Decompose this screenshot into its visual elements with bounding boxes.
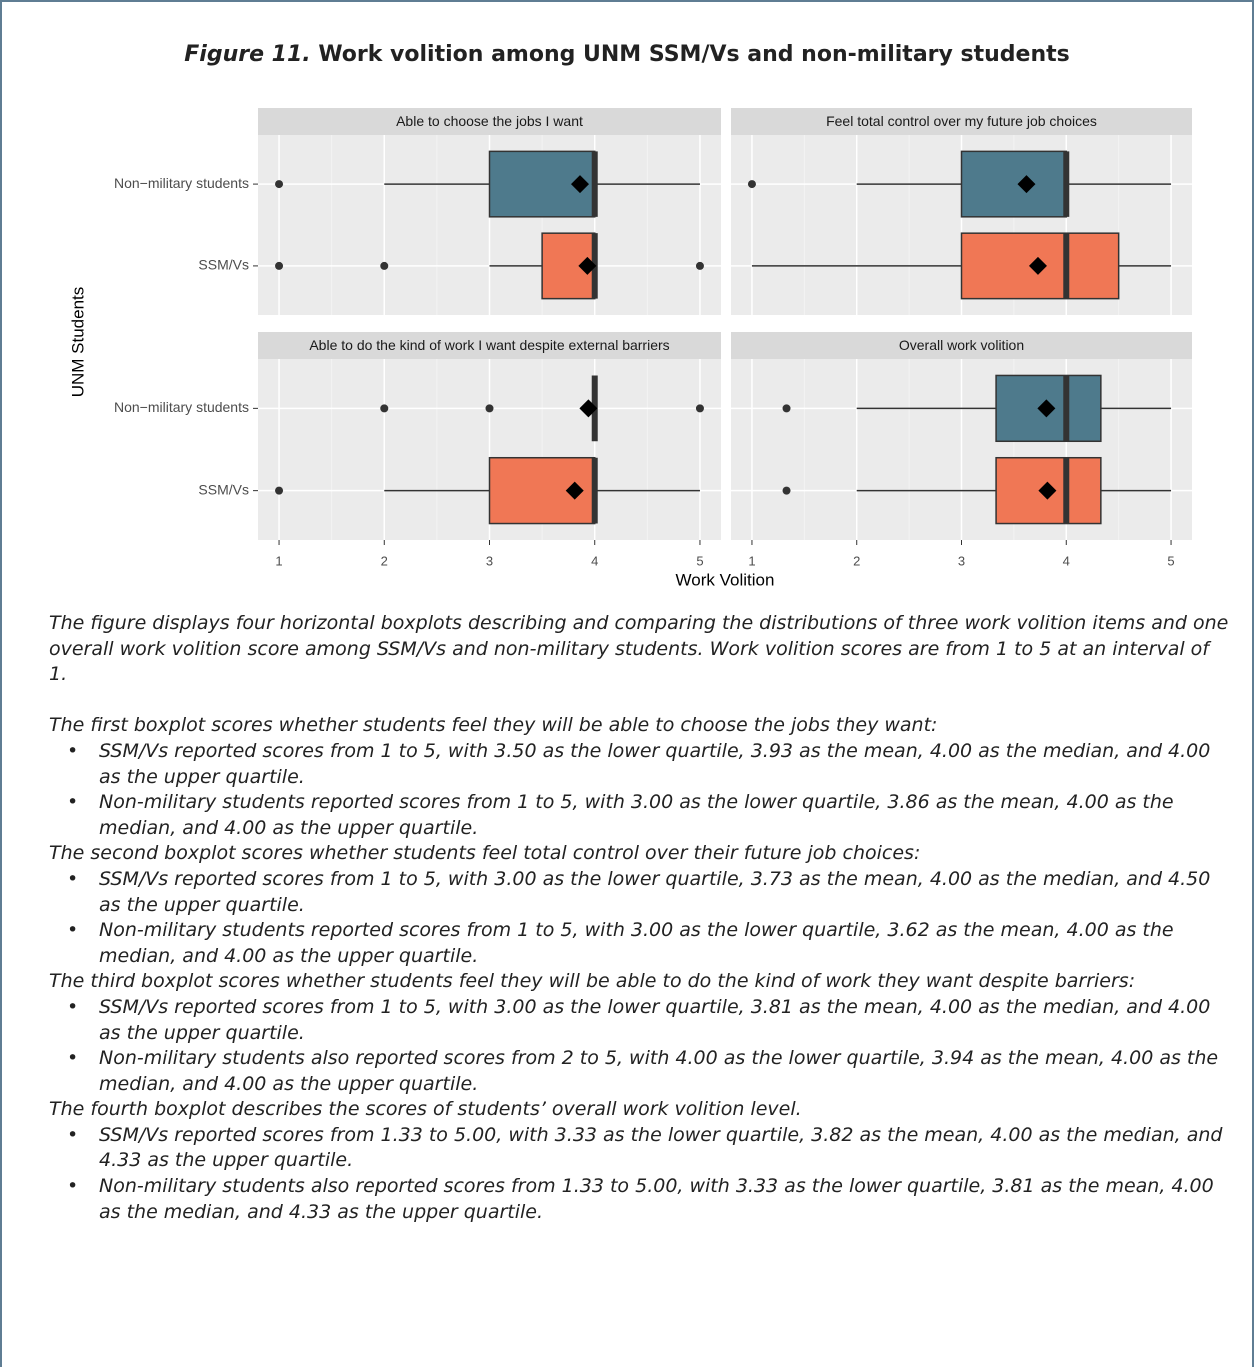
bullet-text: Non-military students also reported scor… — [99, 1175, 1214, 1223]
y-tick-label: SSM/Vs — [198, 257, 249, 273]
bullet-text: SSM/Vs reported scores from 1 to 5, with… — [99, 995, 1211, 1044]
x-tick-label: 1 — [275, 553, 282, 568]
outlier — [782, 486, 791, 495]
bullet-symbol: • — [67, 1123, 79, 1146]
bullet-text: SSM/Vs reported scores from 1.33 to 5.00… — [99, 1123, 1223, 1172]
facet-title: Overall work volition — [899, 337, 1024, 353]
outlier — [695, 404, 704, 413]
bullet-item: • SSM/Vs reported scores from 1.33 to 5.0… — [49, 1123, 1229, 1174]
x-tick-label: 5 — [1167, 553, 1174, 568]
facet-title: Feel total control over my future job ch… — [826, 113, 1097, 129]
x-tick-label: 1 — [748, 553, 755, 568]
box — [960, 150, 1068, 218]
outlier — [747, 180, 756, 189]
bullet-symbol: • — [67, 867, 79, 890]
bullet-symbol: • — [67, 1175, 79, 1198]
bullet-symbol: • — [67, 919, 79, 942]
y-axis-label: UNM Students — [68, 287, 87, 398]
bullet-list: • SSM/Vs reported scores from 1 to 5, wit… — [49, 995, 1229, 1097]
bullet-item: • Non-military students also reported sco… — [49, 1046, 1229, 1097]
description-paragraph: The figure displays four horizontal boxp… — [49, 612, 1229, 686]
x-tick-label: 3 — [486, 553, 493, 568]
outlier — [380, 261, 389, 270]
x-tick-label: 2 — [853, 553, 860, 568]
description: The figure displays four horizontal boxp… — [49, 611, 1229, 1225]
mean-marker — [1017, 175, 1036, 194]
bullet-symbol: • — [67, 791, 79, 814]
section-heading: The second boxplot scores whether studen… — [49, 842, 921, 865]
facet-title: Able to do the kind of work I want despi… — [309, 337, 669, 353]
facet-strip — [731, 332, 1192, 359]
bullet-text: Non-military students reported scores fr… — [99, 791, 1174, 839]
outlier — [275, 261, 284, 270]
outlier — [695, 261, 704, 270]
mean-marker — [578, 256, 597, 275]
bullet-item: • Non-military students reported scores f… — [49, 790, 1229, 841]
facet-strip — [258, 108, 721, 135]
bullet-text: SSM/Vs reported scores from 1 to 5, with… — [99, 739, 1211, 788]
y-tick-label: Non−military students — [114, 399, 249, 415]
y-tick-label: Non−military students — [114, 175, 249, 191]
x-tick-label: 5 — [696, 553, 703, 568]
facet-strip — [258, 332, 721, 359]
outlier — [485, 404, 494, 413]
bullet-list: • SSM/Vs reported scores from 1 to 5, wit… — [49, 867, 1229, 969]
x-tick-label: 2 — [381, 553, 388, 568]
figure-title: Figure 11. Work volition among UNM SSM/V… — [2, 42, 1252, 67]
figure-title-text: Work volition among UNM SSM/Vs and non-m… — [318, 42, 1070, 67]
x-tick-label: 4 — [1063, 553, 1070, 568]
section-heading: The third boxplot scores whether student… — [49, 970, 1136, 993]
outlier — [275, 180, 284, 189]
outlier — [380, 404, 389, 413]
x-axis-label: Work Volition — [676, 570, 775, 589]
x-tick-label: 3 — [958, 553, 965, 568]
section-heading: The fourth boxplot describes the scores … — [49, 1098, 802, 1121]
bullet-text: Non-military students reported scores fr… — [99, 919, 1174, 967]
mean-marker — [1037, 399, 1056, 418]
bullet-symbol: • — [67, 995, 79, 1018]
section-heading: The first boxplot scores whether student… — [49, 714, 938, 737]
bullet-symbol: • — [67, 739, 79, 762]
sections: The first boxplot scores whether student… — [49, 713, 1229, 1225]
bullet-text: SSM/Vs reported scores from 1 to 5, with… — [99, 867, 1211, 916]
bullet-list: • SSM/Vs reported scores from 1.33 to 5.0… — [49, 1123, 1229, 1225]
outlier — [782, 404, 791, 413]
box — [995, 456, 1102, 525]
facet-strip — [731, 108, 1192, 135]
y-tick-label: SSM/Vs — [198, 481, 249, 497]
mean-marker — [570, 175, 589, 194]
bullet-item: • Non-military students reported scores f… — [49, 918, 1229, 969]
mean-marker — [1038, 481, 1057, 500]
bullet-item: • Non-military students also reported sco… — [49, 1174, 1229, 1225]
mean-marker — [579, 399, 598, 418]
mean-marker — [1028, 256, 1047, 275]
bullet-symbol: • — [67, 1047, 79, 1070]
bullet-item: • SSM/Vs reported scores from 1 to 5, wit… — [49, 995, 1229, 1046]
outlier — [275, 486, 284, 495]
bullet-item: • SSM/Vs reported scores from 1 to 5, wit… — [49, 739, 1229, 790]
bullet-list: • SSM/Vs reported scores from 1 to 5, wit… — [49, 739, 1229, 841]
x-tick-label: 4 — [591, 553, 598, 568]
bullet-item: • SSM/Vs reported scores from 1 to 5, wit… — [49, 867, 1229, 918]
chart: Able to choose the jobs I want Non−milita… — [68, 108, 1192, 589]
facet-title: Able to choose the jobs I want — [396, 113, 583, 129]
bullet-text: Non-military students also reported scor… — [99, 1047, 1219, 1095]
figure-label: Figure 11. — [184, 42, 311, 67]
mean-marker — [565, 481, 584, 500]
